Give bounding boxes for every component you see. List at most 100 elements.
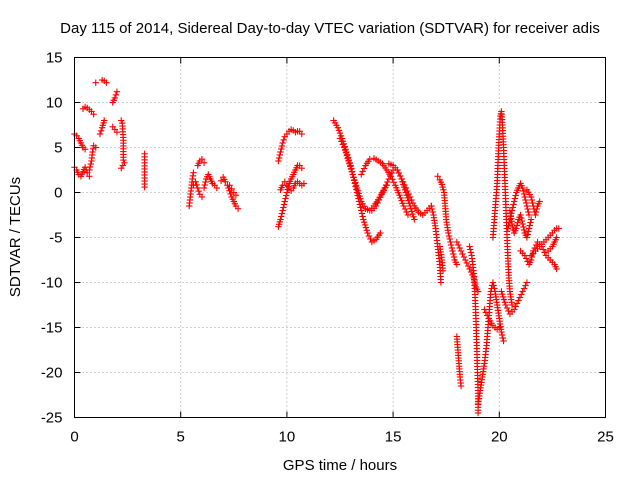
data-point-marker xyxy=(529,250,536,258)
data-point-marker xyxy=(489,279,497,286)
data-point-marker xyxy=(508,301,516,309)
data-point-marker xyxy=(523,202,531,210)
data-point-marker xyxy=(520,223,527,231)
y-axis-label: SDTVAR / TECUs xyxy=(7,177,24,297)
data-point-marker xyxy=(515,297,522,304)
data-point-marker xyxy=(341,147,349,154)
data-point-marker xyxy=(282,195,289,202)
data-point-marker xyxy=(338,138,345,145)
data-point-marker xyxy=(228,185,235,193)
data-point-marker xyxy=(113,88,121,95)
data-point-marker xyxy=(511,195,519,202)
data-point-marker xyxy=(277,216,284,223)
data-point-marker xyxy=(200,184,208,192)
data-point-marker xyxy=(399,200,406,207)
data-point-marker xyxy=(498,328,505,336)
plot-frame xyxy=(74,57,606,418)
data-point-marker xyxy=(358,171,365,178)
data-point-marker xyxy=(92,79,99,86)
data-point-marker xyxy=(298,165,305,172)
data-point-marker xyxy=(354,187,362,194)
data-point-marker xyxy=(344,155,351,162)
data-point-marker xyxy=(527,193,535,201)
data-point-marker xyxy=(348,168,356,175)
data-point-marker xyxy=(388,169,395,177)
data-point-marker xyxy=(439,183,446,191)
data-point-marker xyxy=(387,172,394,180)
data-point-marker xyxy=(81,146,89,153)
data-point-marker xyxy=(514,219,521,226)
data-point-marker xyxy=(404,211,412,219)
data-point-marker xyxy=(285,183,292,190)
data-point-marker xyxy=(202,178,209,186)
data-point-marker xyxy=(345,157,352,165)
data-point-marker xyxy=(498,331,506,339)
data-point-marker xyxy=(400,202,407,210)
data-point-marker xyxy=(86,166,93,174)
data-point-marker xyxy=(365,232,373,240)
data-point-marker xyxy=(275,154,283,162)
data-point-marker xyxy=(401,181,408,189)
data-point-marker xyxy=(467,249,475,256)
data-point-marker xyxy=(496,324,503,331)
data-point-marker xyxy=(555,225,562,232)
data-point-marker xyxy=(503,304,511,312)
data-point-marker xyxy=(447,238,454,246)
data-point-marker xyxy=(363,227,370,234)
data-point-marker xyxy=(532,241,540,249)
data-point-marker xyxy=(350,174,357,181)
data-point-marker xyxy=(377,229,384,237)
data-point-marker xyxy=(512,192,519,199)
data-point-marker xyxy=(474,409,482,417)
data-point-marker xyxy=(200,159,208,166)
data-point-marker xyxy=(282,192,290,199)
y-tick-label: 10 xyxy=(46,95,63,112)
data-point-marker xyxy=(521,252,528,259)
data-point-marker xyxy=(87,160,94,168)
data-point-marker xyxy=(385,175,393,183)
data-point-marker xyxy=(518,214,525,222)
data-point-marker xyxy=(512,303,519,310)
data-point-marker xyxy=(437,279,445,286)
data-point-marker xyxy=(357,195,364,202)
data-point-marker xyxy=(553,265,560,273)
data-point-marker xyxy=(281,178,288,185)
data-point-marker xyxy=(434,173,441,180)
data-point-marker xyxy=(86,163,94,171)
data-point-marker xyxy=(446,235,453,243)
data-point-marker xyxy=(408,196,415,204)
data-point-marker xyxy=(553,234,560,241)
data-point-marker xyxy=(532,208,540,216)
data-point-marker xyxy=(361,219,368,226)
data-point-marker xyxy=(381,184,388,192)
data-point-marker xyxy=(407,205,415,212)
data-point-marker xyxy=(467,246,474,253)
x-tick-label: 0 xyxy=(70,429,78,446)
data-point-marker xyxy=(462,256,469,264)
data-point-marker xyxy=(397,194,404,202)
data-point-marker xyxy=(408,208,415,215)
data-point-marker xyxy=(361,221,369,229)
data-point-marker xyxy=(384,178,391,186)
data-point-marker xyxy=(280,136,287,144)
data-point-marker xyxy=(504,225,511,232)
data-point-marker xyxy=(283,189,291,196)
data-point-marker xyxy=(505,222,512,229)
data-point-marker xyxy=(505,307,512,315)
x-tick-label: 20 xyxy=(491,429,508,446)
x-axis-label: GPS time / hours xyxy=(283,457,397,474)
data-point-marker xyxy=(103,79,110,86)
data-point-marker xyxy=(227,190,234,198)
data-point-marker xyxy=(120,156,127,164)
data-point-marker xyxy=(394,166,401,174)
data-point-marker xyxy=(498,288,505,295)
data-point-marker xyxy=(232,192,240,199)
data-point-marker xyxy=(374,199,381,207)
data-point-marker xyxy=(364,229,371,237)
data-point-marker xyxy=(466,243,473,250)
y-tick-label: -20 xyxy=(41,365,63,382)
data-point-marker xyxy=(225,184,232,192)
x-tick-label: 25 xyxy=(597,429,614,446)
data-point-marker xyxy=(280,201,288,208)
data-point-marker xyxy=(277,148,284,156)
